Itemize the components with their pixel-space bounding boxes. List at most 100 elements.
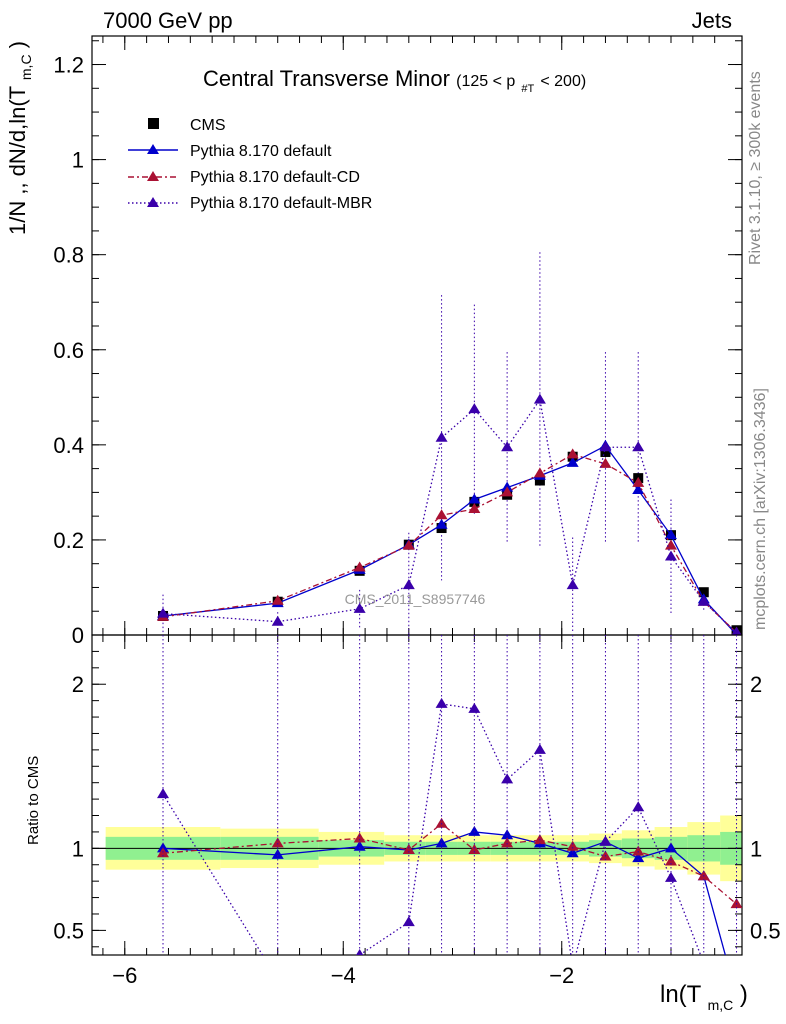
series-point bbox=[566, 448, 579, 459]
series-point bbox=[353, 561, 366, 572]
series-point bbox=[435, 431, 448, 442]
x-tick-label: −4 bbox=[331, 963, 356, 988]
cms-point bbox=[698, 587, 709, 598]
ratio-line bbox=[162, 831, 726, 955]
ratio-point bbox=[566, 840, 579, 851]
plot-title-range-sub: #T bbox=[521, 83, 534, 95]
y-tick-label: 0.8 bbox=[53, 243, 84, 268]
series-line bbox=[162, 453, 737, 634]
series-point bbox=[731, 626, 742, 635]
series-point bbox=[501, 486, 514, 497]
ratio-point bbox=[435, 697, 448, 708]
header-right: Jets bbox=[692, 8, 732, 33]
ratio-point bbox=[501, 829, 514, 840]
mcplots-label: mcplots.cern.ch [arXiv:1306.3436] bbox=[752, 388, 769, 630]
ratio-tick-label-right: 1 bbox=[750, 836, 762, 861]
y-tick-label: 0 bbox=[72, 623, 84, 648]
series-point bbox=[697, 595, 710, 606]
x-axis-label-sub: m,C bbox=[708, 997, 734, 1013]
watermark: CMS_2011_S8957746 bbox=[345, 591, 486, 607]
ratio-point bbox=[632, 852, 645, 863]
ratio-point bbox=[353, 832, 366, 843]
series-point bbox=[157, 607, 170, 618]
ratio-point bbox=[533, 743, 546, 754]
ratio-tick-label-right: 0.5 bbox=[750, 918, 781, 943]
ratio-point bbox=[157, 788, 170, 799]
y-tick-label: 0.4 bbox=[53, 433, 84, 458]
ratio-point bbox=[353, 840, 366, 851]
legend-label-mbr: Pythia 8.170 default-MBR bbox=[190, 195, 372, 212]
y-tick-label: 1 bbox=[72, 148, 84, 173]
series-point bbox=[664, 550, 677, 561]
bottom-frame bbox=[91, 634, 743, 956]
series-point bbox=[501, 441, 514, 452]
y-axis-label-main: 1/N ,, dN/d,ln(T bbox=[5, 86, 30, 235]
ratio-tick-label-right: 2 bbox=[750, 672, 762, 697]
ratio-point bbox=[468, 702, 481, 713]
series-point bbox=[599, 441, 612, 452]
ratio-point bbox=[271, 837, 284, 848]
series-point bbox=[402, 539, 415, 550]
ratio-tick-label: 0.5 bbox=[53, 918, 84, 943]
ratio-point bbox=[435, 837, 448, 848]
ratio-tick-label: 1 bbox=[72, 836, 84, 861]
ratio-point bbox=[599, 835, 612, 846]
ratio-point bbox=[435, 817, 448, 828]
ratio-point bbox=[632, 845, 645, 856]
x-axis-label-end: ) bbox=[740, 981, 748, 1008]
series-point bbox=[435, 518, 448, 529]
x-tick-label: −6 bbox=[112, 963, 137, 988]
series-point bbox=[468, 403, 481, 414]
ratio-point bbox=[632, 801, 645, 812]
cms-point bbox=[534, 475, 545, 486]
ratio-line bbox=[162, 703, 702, 955]
ratio-plot: 0.5 0.5 1 1 2 2 −6 −4 −2 bbox=[53, 634, 781, 988]
series-line bbox=[162, 444, 738, 635]
y-axis-label-end: ) bbox=[5, 41, 30, 48]
plot-title: Central Transverse Minor (125 < p #T < 2… bbox=[203, 66, 586, 97]
series-point bbox=[271, 594, 284, 605]
y-axis-label-sub: m,C bbox=[18, 54, 34, 80]
plot-title-range-end: < 200) bbox=[540, 73, 586, 90]
series-point bbox=[353, 602, 366, 613]
legend-marker-cms bbox=[148, 118, 159, 129]
y-tick-label: 0.2 bbox=[53, 528, 84, 553]
top-series bbox=[157, 252, 742, 635]
main-plot: 0 0.2 0.4 0.6 0.8 1 1.2 bbox=[53, 35, 743, 648]
y-tick-label: 1.2 bbox=[53, 53, 84, 78]
ratio-point bbox=[501, 773, 514, 784]
y-tick-label: 0.6 bbox=[53, 338, 84, 363]
ratio-axis-label: Ratio to CMS bbox=[25, 756, 42, 845]
rivet-label: Rivet 3.1.10, ≥ 300k events bbox=[747, 71, 764, 265]
legend-label-cms: CMS bbox=[190, 117, 226, 134]
ratio-point bbox=[664, 871, 677, 882]
ratio-point bbox=[468, 843, 481, 854]
series-point bbox=[566, 579, 579, 590]
x-tick-label: −2 bbox=[549, 963, 574, 988]
legend-label-default: Pythia 8.170 default bbox=[190, 143, 332, 160]
plot-title-main: Central Transverse Minor bbox=[203, 66, 450, 91]
ratio-point bbox=[698, 957, 710, 967]
series-point bbox=[664, 529, 677, 540]
series-line bbox=[162, 398, 737, 634]
header-left: 7000 GeV pp bbox=[103, 8, 233, 33]
x-axis-label-main: ln(T bbox=[660, 981, 702, 1008]
ratio-point bbox=[468, 825, 481, 836]
cms-point bbox=[600, 446, 611, 457]
ratio-point bbox=[402, 843, 415, 854]
series-point bbox=[632, 476, 645, 487]
ratio-series bbox=[157, 635, 742, 967]
legend: CMS Pythia 8.170 default Pythia 8.170 de… bbox=[128, 117, 372, 212]
series-point bbox=[632, 484, 645, 495]
legend-marker-mbr bbox=[147, 197, 159, 207]
legend-marker-default bbox=[147, 144, 159, 154]
x-axis-label: ln(T m,C ) bbox=[660, 981, 748, 1016]
ratio-tick-label: 2 bbox=[72, 672, 84, 697]
series-point bbox=[402, 579, 415, 590]
series-point bbox=[566, 456, 579, 467]
legend-label-cd: Pythia 8.170 default-CD bbox=[190, 169, 360, 186]
series-point bbox=[468, 503, 481, 514]
ratio-line bbox=[162, 822, 737, 905]
series-point bbox=[468, 493, 481, 504]
